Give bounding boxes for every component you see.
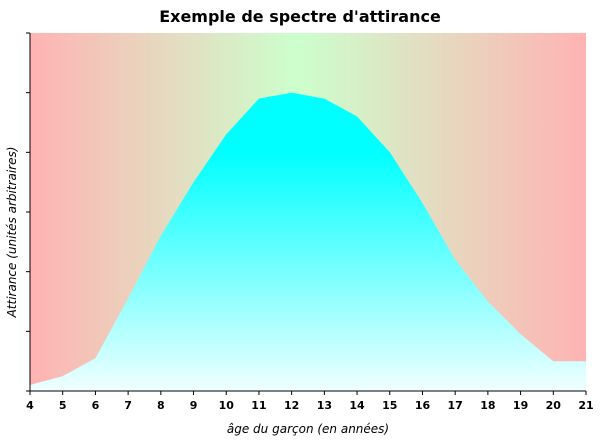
x-tick-label: 16 <box>415 399 431 412</box>
attraction-area <box>30 92 586 391</box>
x-tick-label: 4 <box>26 399 34 412</box>
x-tick-label: 6 <box>92 399 100 412</box>
x-tick-label: 20 <box>546 399 562 412</box>
x-tick-label: 11 <box>251 399 266 412</box>
x-tick-label: 9 <box>190 399 198 412</box>
x-tick-label: 14 <box>349 399 365 412</box>
x-tick-label: 17 <box>448 399 463 412</box>
x-tick-label: 12 <box>284 399 299 412</box>
x-ticks: 4 5 6 7 8 9 10 11 12 13 14 15 16 17 18 19 20 21 <box>26 391 594 412</box>
x-tick-label: 10 <box>219 399 235 412</box>
x-tick-label: 19 <box>513 399 528 412</box>
x-tick-label: 18 <box>480 399 495 412</box>
x-tick-label: 7 <box>124 399 132 412</box>
x-axis-label: âge du garçon (en années) <box>227 422 389 436</box>
x-tick-label: 13 <box>317 399 332 412</box>
chart-title: Exemple de spectre d'attirance <box>159 7 441 26</box>
y-ticks <box>26 32 30 392</box>
x-tick-label: 21 <box>578 399 593 412</box>
x-tick-label: 15 <box>382 399 397 412</box>
x-tick-label: 8 <box>157 399 165 412</box>
x-tick-label: 5 <box>59 399 67 412</box>
y-axis-label: Attirance (unités arbitraires) <box>5 147 19 319</box>
